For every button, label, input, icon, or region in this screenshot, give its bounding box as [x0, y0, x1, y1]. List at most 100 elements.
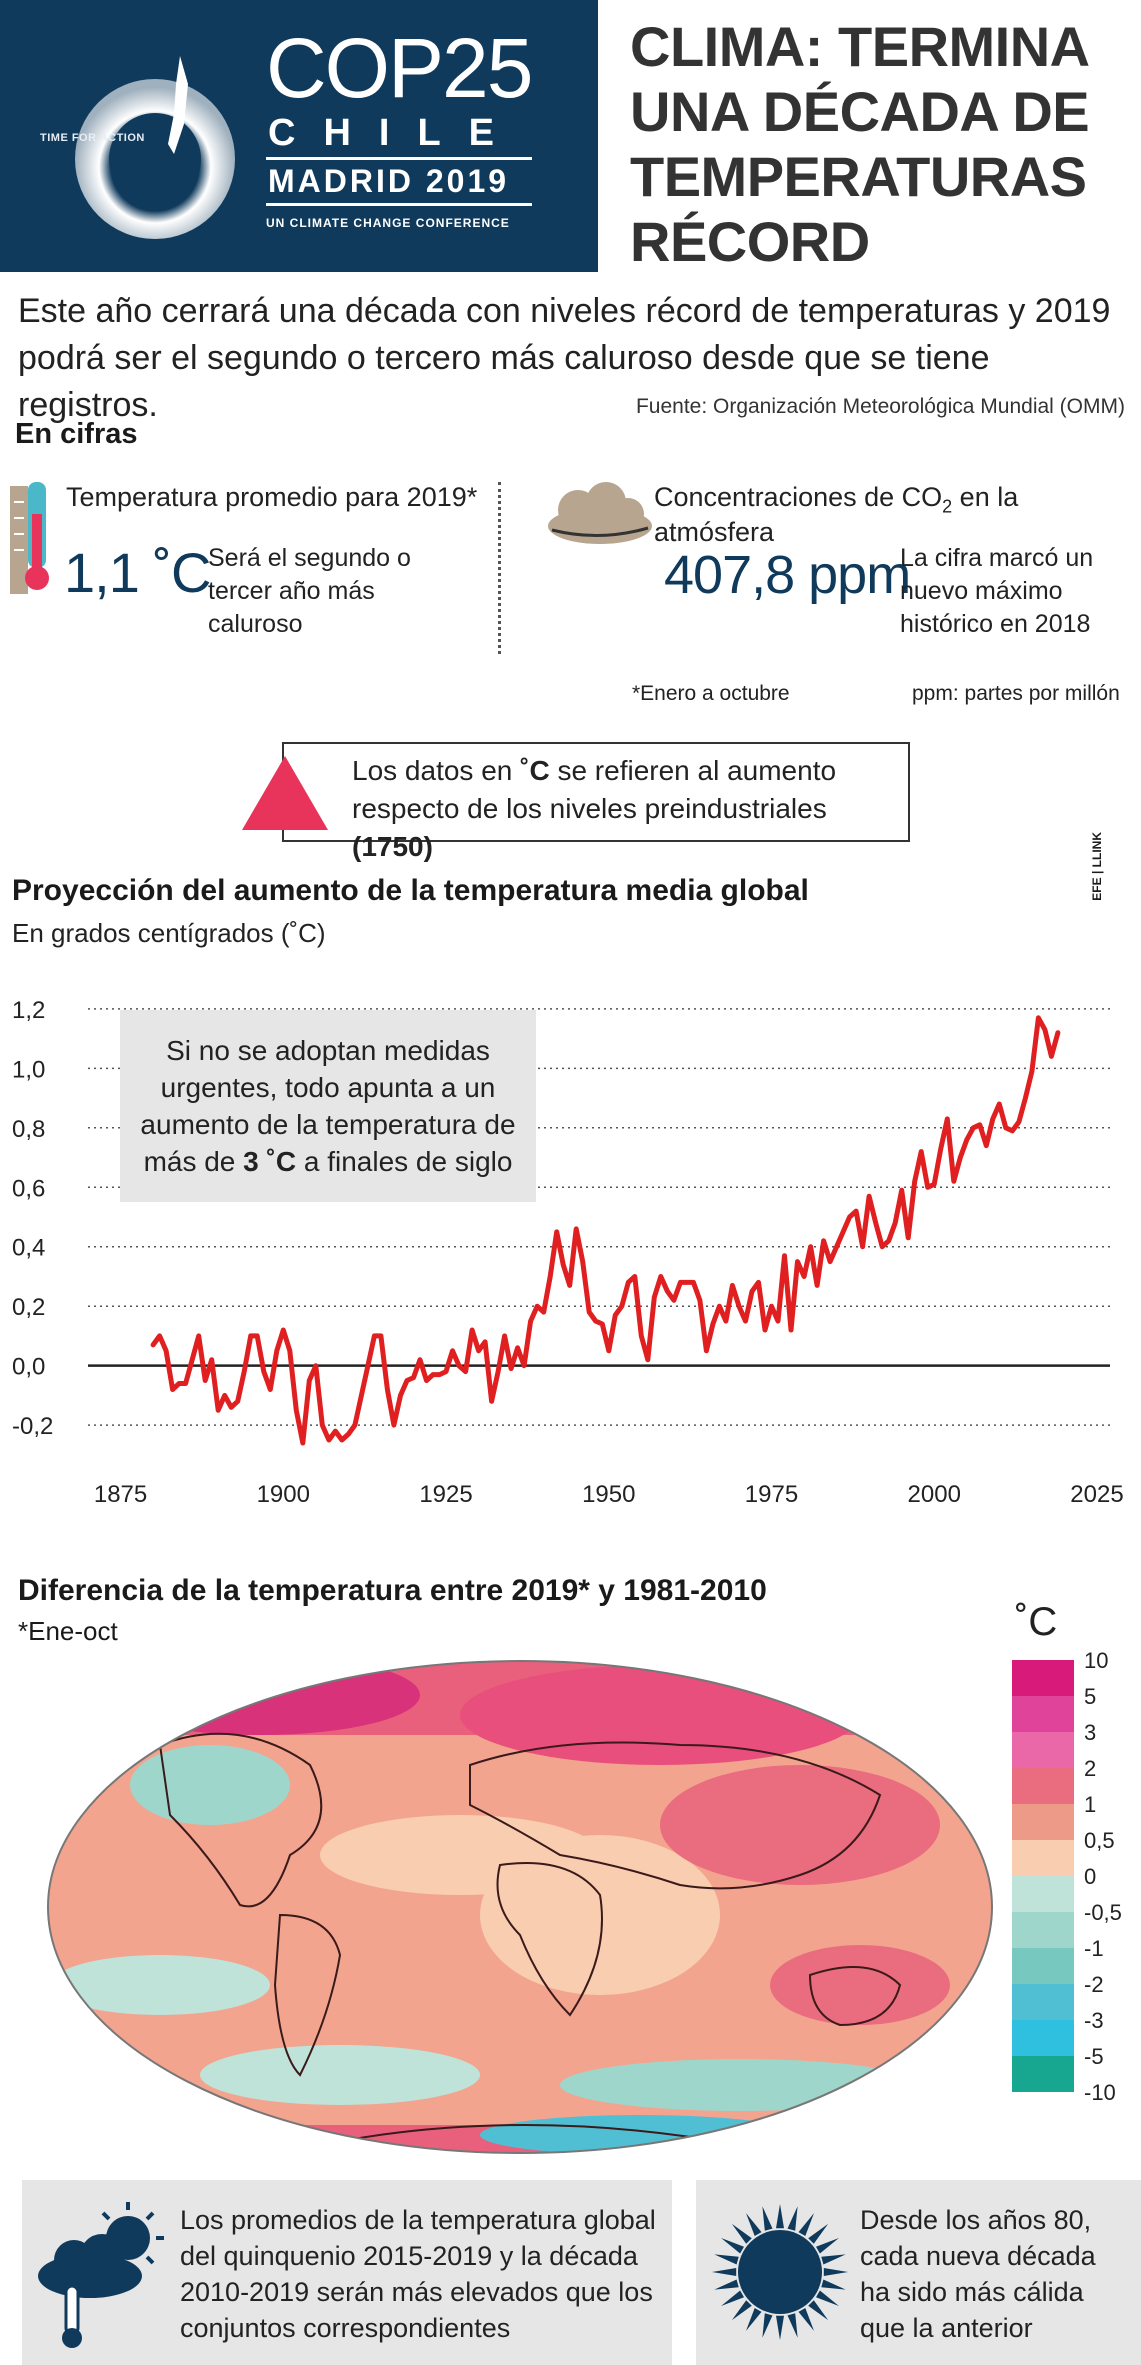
sun-ray [731, 2223, 752, 2244]
logo-rule [266, 157, 532, 160]
sun-ray [808, 2300, 829, 2321]
y-tick-label: 0,8 [12, 1116, 45, 1143]
sun-ray [746, 2213, 762, 2236]
legend-color-band [1012, 1660, 1074, 1696]
fact-box-decadas: Desde los años 80, cada nueva década ha … [696, 2180, 1141, 2365]
legend-label: -1 [1084, 1936, 1104, 1961]
co2-label-prefix: Concentraciones de CO [654, 482, 943, 512]
x-tick-label: 2025 [1070, 1481, 1123, 1508]
legend-label: 0 [1084, 1864, 1096, 1889]
source-credit: Fuente: Organización Meteorológica Mundi… [635, 395, 1125, 418]
sun-icon [712, 2204, 848, 2340]
note-text-part: Los datos en [352, 755, 521, 786]
efe-credit: EFE | LLINK [1090, 832, 1104, 901]
chart2-subtitle: *Ene-oct [18, 1616, 118, 1646]
x-tick-label: 1975 [745, 1481, 798, 1508]
legend-label: -10 [1084, 2080, 1116, 2105]
y-tick-label: 0,4 [12, 1235, 45, 1262]
sun-ray [731, 2300, 752, 2321]
sun-ray [816, 2290, 839, 2306]
legend-label: 1 [1084, 1792, 1096, 1817]
sun-ray [721, 2290, 744, 2306]
x-tick-label: 1875 [94, 1481, 147, 1508]
legend-color-band [1012, 1840, 1074, 1876]
logo-conference: UN CLIMATE CHANGE CONFERENCE [266, 216, 510, 230]
callout-line: aumento de la temperatura de [140, 1109, 516, 1140]
legend-color-band [1012, 2056, 1074, 2092]
co2-footnote: ppm: partes por millón [912, 682, 1120, 705]
legend-unit: ˚C [1015, 1600, 1058, 1644]
intro-paragraph: Este año cerrará una década con niveles … [18, 292, 1111, 424]
legend-label: -3 [1084, 2008, 1104, 2033]
temperature-line-chart: -0,2 0,0 0,2 0,4 0,6 0,8 1,0 1,2 1875 1900 1925 195… [12, 997, 1124, 1508]
logo-rule [266, 203, 532, 206]
temperature-footnote: *Enero a octubre [632, 682, 790, 705]
callout-line: más de [143, 1146, 244, 1177]
legend-color-band [1012, 1696, 1074, 1732]
sun-ray [721, 2238, 744, 2254]
sun-ray [746, 2308, 762, 2331]
legend-color-band [1012, 1984, 1074, 2020]
legend-color-band [1012, 2020, 1074, 2056]
co2-description: La cifra marcó un nuevo máximo histórico… [900, 544, 1094, 638]
cop25-logo-banner: TIME FOR ACTION COP25 CHILE MADRID 2019 … [0, 0, 598, 272]
legend-color-band [1012, 1804, 1074, 1840]
x-tick-label: 2000 [908, 1481, 961, 1508]
page-title-line: RÉCORD [630, 210, 870, 273]
legend-label: -5 [1084, 2044, 1104, 2069]
sun-ray [787, 2206, 798, 2231]
legend-label: -2 [1084, 1972, 1104, 1997]
chart1-callout-box [120, 1010, 536, 1202]
callout-line: Si no se adoptan medidas [166, 1035, 490, 1066]
warning-triangle-icon [242, 756, 328, 830]
sun-ray [762, 2206, 773, 2231]
cloud-icon [548, 482, 652, 544]
sun-ray [714, 2254, 739, 2265]
sun-ray [776, 2204, 784, 2229]
temperature-label: Temperatura promedio para 2019* [66, 482, 478, 512]
thermometer-icon [10, 482, 49, 594]
note-text-part: se refieren al aumento respecto de los n… [352, 755, 837, 824]
temperature-legend: 10 5 3 2 1 0,5 0 -0,5 -1 -2 -3 -5 -10 [1012, 1652, 1122, 2105]
sun-ray [816, 2238, 839, 2254]
sun-ray [808, 2223, 829, 2244]
fact-box-text: Los promedios de la temperatura global d… [180, 2205, 656, 2343]
logo-tagline: TIME FOR ACTION [40, 132, 145, 144]
y-tick-label: 0,0 [12, 1354, 45, 1381]
legend-label: 3 [1084, 1720, 1096, 1745]
sun-ray [821, 2279, 846, 2290]
x-tick-label: 1900 [257, 1481, 310, 1508]
x-tick-label: 1925 [419, 1481, 472, 1508]
cop25-ring-logo-icon [75, 56, 235, 239]
logo-country: CHILE [268, 112, 522, 154]
sun-ray [787, 2313, 798, 2338]
co2-label-suffix: en la atmósfera [654, 482, 1019, 548]
legend-label: 5 [1084, 1684, 1096, 1709]
legend-label: 0,5 [1084, 1828, 1115, 1853]
legend-label: -0,5 [1084, 1900, 1122, 1925]
callout-line: a finales de siglo [296, 1146, 513, 1177]
temperature-series-line [150, 1015, 1061, 1446]
fact-box-quinquenio: Los promedios de la temperatura global d… [22, 2180, 672, 2365]
legend-color-band [1012, 1732, 1074, 1768]
page-title-line: TEMPERATURAS [630, 145, 1087, 208]
x-tick-label: 1950 [582, 1481, 635, 1508]
note-text: Los datos en ˚C se refieren al aumento r… [352, 752, 912, 866]
temperature-description: Será el segundo o tercer año más caluros… [208, 544, 411, 638]
chart1-title: Proyección del aumento de la temperatura… [12, 874, 809, 907]
page-title-line: UNA DÉCADA DE [630, 80, 1090, 143]
weather-thermometer-icon [38, 2202, 164, 2348]
note-unit: ˚C [520, 755, 550, 786]
callout-line: urgentes, todo apunta a un [160, 1072, 496, 1103]
y-tick-label: 1,0 [12, 1056, 45, 1083]
legend-color-band [1012, 1876, 1074, 1912]
y-tick-label: 0,2 [12, 1294, 45, 1321]
sun-ray [776, 2315, 784, 2340]
fact-box-text: Desde los años 80, cada nueva década ha … [860, 2205, 1096, 2343]
sun-ray [823, 2268, 848, 2276]
page-title: CLIMA: TERMINA UNA DÉCADA DE TEMPERATURA… [630, 14, 1130, 274]
legend-color-band [1012, 1948, 1074, 1984]
sun-ray [821, 2254, 846, 2265]
page-title-line: CLIMA: TERMINA [630, 15, 1090, 78]
legend-label: 10 [1084, 1652, 1108, 1673]
